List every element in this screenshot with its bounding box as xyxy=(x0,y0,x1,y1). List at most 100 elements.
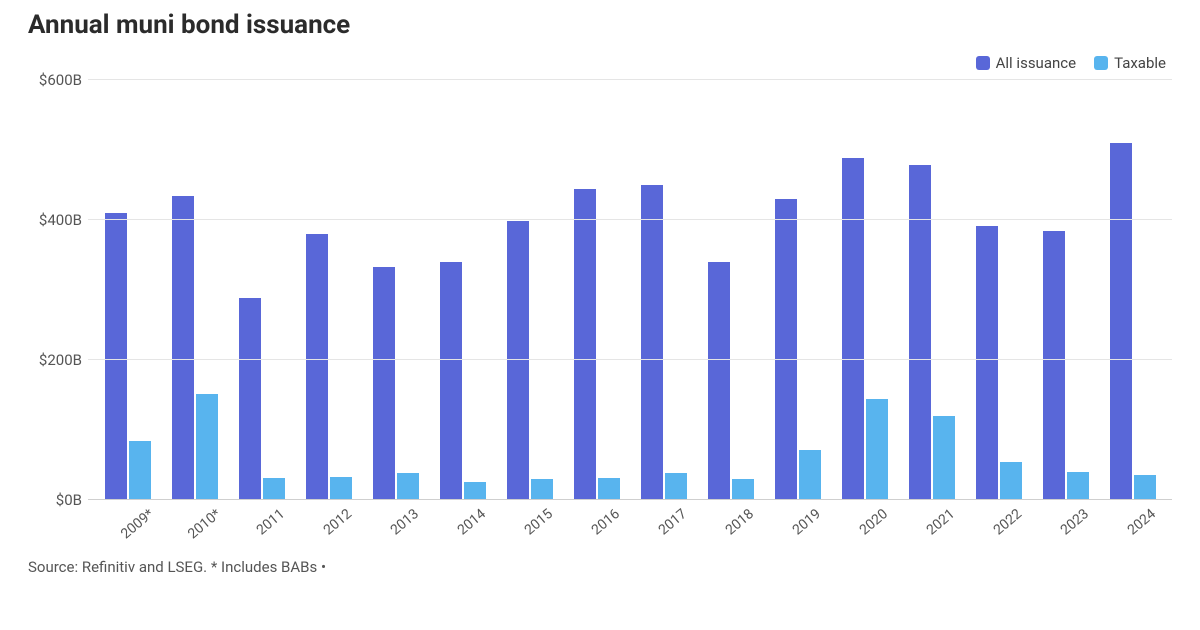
x-tick-label: 2023 xyxy=(1057,506,1091,538)
legend-item: All issuance xyxy=(976,54,1076,72)
source-text: Source: Refinitiv and LSEG. * Includes B… xyxy=(28,558,1172,576)
x-tick-label: 2010* xyxy=(185,506,224,542)
bar-taxable xyxy=(397,473,419,500)
bar-all-issuance xyxy=(842,158,864,500)
legend-item: Taxable xyxy=(1094,54,1166,72)
gridline xyxy=(88,219,1172,220)
bar-all-issuance xyxy=(708,262,730,500)
bar-all-issuance xyxy=(775,199,797,500)
bar-group xyxy=(831,80,898,500)
legend-label: All issuance xyxy=(996,54,1076,72)
gridline xyxy=(88,359,1172,360)
bar-group xyxy=(94,80,161,500)
bar-taxable xyxy=(1067,472,1089,500)
legend: All issuance Taxable xyxy=(28,54,1172,72)
bar-taxable xyxy=(598,478,620,500)
bar-all-issuance xyxy=(239,298,261,500)
legend-label: Taxable xyxy=(1114,54,1166,72)
x-tick-label: 2013 xyxy=(387,506,421,538)
bar-group xyxy=(362,80,429,500)
bar-taxable xyxy=(464,482,486,500)
x-tick: 2013 xyxy=(362,500,429,540)
x-tick-label: 2014 xyxy=(454,506,488,538)
x-tick-label: 2016 xyxy=(588,506,622,538)
bar-group xyxy=(764,80,831,500)
x-tick-label: 2015 xyxy=(521,506,555,538)
bar-all-issuance xyxy=(641,185,663,500)
x-tick-label: 2020 xyxy=(856,506,890,538)
bar-group xyxy=(898,80,965,500)
x-tick: 2011 xyxy=(228,500,295,540)
bar-taxable xyxy=(732,479,754,500)
x-tick: 2020 xyxy=(831,500,898,540)
chart-area: $0B$200B$400B$600B 2009* 2010* 2011 2012 201… xyxy=(88,80,1172,540)
bar-group xyxy=(1032,80,1099,500)
x-tick: 2018 xyxy=(697,500,764,540)
y-tick-label: $600B xyxy=(28,71,82,89)
x-tick-label: 2021 xyxy=(923,506,957,538)
gridline xyxy=(88,79,1172,80)
bar-group xyxy=(295,80,362,500)
x-tick-label: 2024 xyxy=(1124,506,1158,538)
x-tick-label: 2009* xyxy=(118,506,157,542)
x-tick-label: 2018 xyxy=(722,506,756,538)
x-tick: 2015 xyxy=(496,500,563,540)
bar-groups xyxy=(88,80,1172,500)
bar-all-issuance xyxy=(440,262,462,500)
x-tick: 2017 xyxy=(630,500,697,540)
bar-all-issuance xyxy=(373,267,395,500)
bar-group xyxy=(563,80,630,500)
bar-all-issuance xyxy=(574,189,596,500)
y-tick-label: $200B xyxy=(28,351,82,369)
legend-swatch xyxy=(976,56,990,70)
bar-taxable xyxy=(1134,475,1156,500)
bar-group xyxy=(228,80,295,500)
bar-all-issuance xyxy=(306,234,328,500)
bar-taxable xyxy=(263,478,285,500)
bar-all-issuance xyxy=(909,165,931,500)
bar-taxable xyxy=(531,479,553,500)
bar-all-issuance xyxy=(172,196,194,501)
chart-title: Annual muni bond issuance xyxy=(28,10,1172,40)
bar-group xyxy=(697,80,764,500)
x-tick: 2014 xyxy=(429,500,496,540)
x-tick: 2022 xyxy=(965,500,1032,540)
x-tick: 2009* xyxy=(94,500,161,540)
bar-all-issuance xyxy=(105,213,127,500)
x-tick-label: 2011 xyxy=(253,506,287,538)
bar-taxable xyxy=(866,399,888,501)
bar-taxable xyxy=(799,450,821,500)
bar-taxable xyxy=(129,441,151,501)
bar-taxable xyxy=(1000,462,1022,501)
y-tick-label: $400B xyxy=(28,211,82,229)
bar-all-issuance xyxy=(1043,231,1065,500)
bar-taxable xyxy=(933,416,955,500)
x-tick: 2024 xyxy=(1099,500,1166,540)
x-tick-label: 2012 xyxy=(320,506,354,538)
bar-taxable xyxy=(196,394,218,500)
x-tick: 2010* xyxy=(161,500,228,540)
x-tick: 2016 xyxy=(563,500,630,540)
plot-area: $0B$200B$400B$600B xyxy=(88,80,1172,500)
bar-group xyxy=(161,80,228,500)
x-tick: 2012 xyxy=(295,500,362,540)
x-tick: 2019 xyxy=(764,500,831,540)
bar-group xyxy=(1099,80,1166,500)
x-tick: 2023 xyxy=(1032,500,1099,540)
x-tick-label: 2022 xyxy=(990,506,1024,538)
legend-swatch xyxy=(1094,56,1108,70)
bar-taxable xyxy=(665,473,687,500)
x-tick-label: 2019 xyxy=(789,506,823,538)
bar-all-issuance xyxy=(976,226,998,500)
bar-group xyxy=(965,80,1032,500)
bar-all-issuance xyxy=(507,221,529,500)
bar-taxable xyxy=(330,477,352,500)
bar-group xyxy=(630,80,697,500)
bar-group xyxy=(496,80,563,500)
bar-all-issuance xyxy=(1110,143,1132,500)
y-tick-label: $0B xyxy=(28,491,82,509)
x-tick-label: 2017 xyxy=(655,506,689,538)
bar-group xyxy=(429,80,496,500)
x-axis-labels: 2009* 2010* 2011 2012 2013 2014 2015 2016 2017 20… xyxy=(88,500,1172,540)
x-tick: 2021 xyxy=(898,500,965,540)
